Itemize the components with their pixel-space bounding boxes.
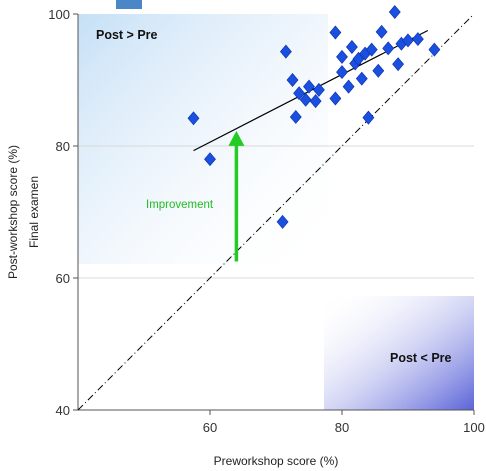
data-point <box>329 25 342 40</box>
data-point <box>345 40 358 54</box>
data-point <box>336 49 348 64</box>
y-tick-label: 60 <box>56 271 70 286</box>
data-point <box>355 71 368 86</box>
y-axis-secondary-label: Final examen <box>27 176 41 248</box>
lower-region-shade <box>324 296 474 410</box>
data-point <box>329 91 342 106</box>
y-tick-label: 100 <box>48 7 70 22</box>
improvement-arrow-head <box>228 130 245 146</box>
data-point <box>372 63 385 78</box>
data-point <box>204 152 216 167</box>
x-tick-label: 60 <box>203 420 217 435</box>
data-point <box>428 42 441 57</box>
data-point <box>312 82 325 97</box>
data-point <box>375 24 388 39</box>
data-point <box>392 57 405 72</box>
improvement-label: Improvement <box>146 199 214 211</box>
y-tick-label: 80 <box>56 139 70 154</box>
y-tick-label: 40 <box>56 403 70 418</box>
x-tick-label: 80 <box>335 420 349 435</box>
data-point <box>279 44 292 59</box>
data-point <box>286 73 299 87</box>
annotations <box>228 130 245 262</box>
upper-region-label: Post > Pre <box>96 28 158 42</box>
data-point <box>336 65 348 80</box>
title-bar-fragment <box>116 0 142 9</box>
data-point <box>342 79 355 94</box>
axes: 60 80 100 40 60 80 100 <box>48 7 485 435</box>
data-point <box>309 94 322 109</box>
data-point <box>411 32 424 47</box>
identity-line <box>77 13 475 411</box>
x-axis-label: Preworkshop score (%) <box>214 454 339 468</box>
data-point <box>293 86 306 101</box>
data-point <box>276 214 289 229</box>
gridlines <box>78 145 474 279</box>
y-axis-label: Post-workshop score (%) <box>6 145 20 279</box>
lower-region-label: Post < Pre <box>390 351 452 365</box>
data-point <box>402 33 414 48</box>
data-point <box>299 92 312 107</box>
data-points <box>187 5 441 229</box>
data-point <box>187 111 200 126</box>
data-point <box>382 41 395 56</box>
data-point <box>289 109 302 124</box>
data-point <box>365 42 378 57</box>
data-point <box>303 79 315 94</box>
x-tick-label: 100 <box>463 420 485 435</box>
data-point <box>362 110 375 125</box>
data-point <box>388 5 401 19</box>
